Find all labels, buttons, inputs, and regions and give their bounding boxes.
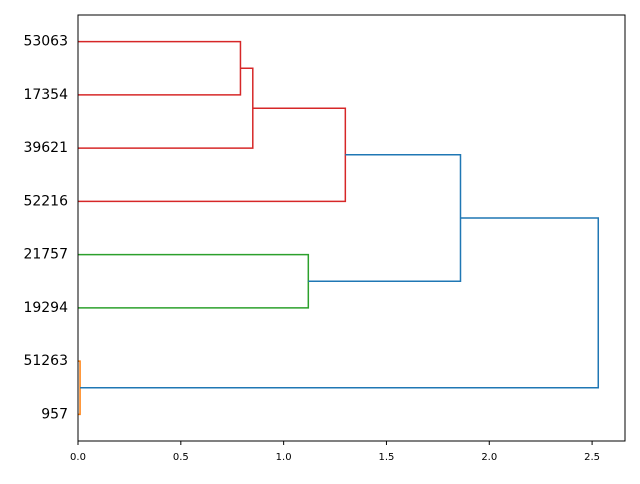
link xyxy=(80,217,600,389)
x-tick-label: 1.0 xyxy=(276,452,292,463)
leaf-label: 51263 xyxy=(23,353,68,369)
x-tick-label: 0.5 xyxy=(173,452,189,463)
x-tick-label: 2.0 xyxy=(481,452,497,463)
x-tick-label: 0.0 xyxy=(70,452,86,463)
leaf-label: 39621 xyxy=(23,140,68,156)
leaf-label: 21757 xyxy=(23,247,68,263)
leaf-label: 53063 xyxy=(23,34,68,50)
x-tick-label: 1.5 xyxy=(379,452,395,463)
leaf-label: 957 xyxy=(41,406,68,422)
plot-frame xyxy=(77,14,626,442)
link xyxy=(78,67,254,149)
x-tick-label: 2.5 xyxy=(584,452,600,463)
leaf-label: 19294 xyxy=(23,300,68,316)
leaf-label: 52216 xyxy=(23,193,68,209)
leaf-label: 17354 xyxy=(23,87,68,103)
